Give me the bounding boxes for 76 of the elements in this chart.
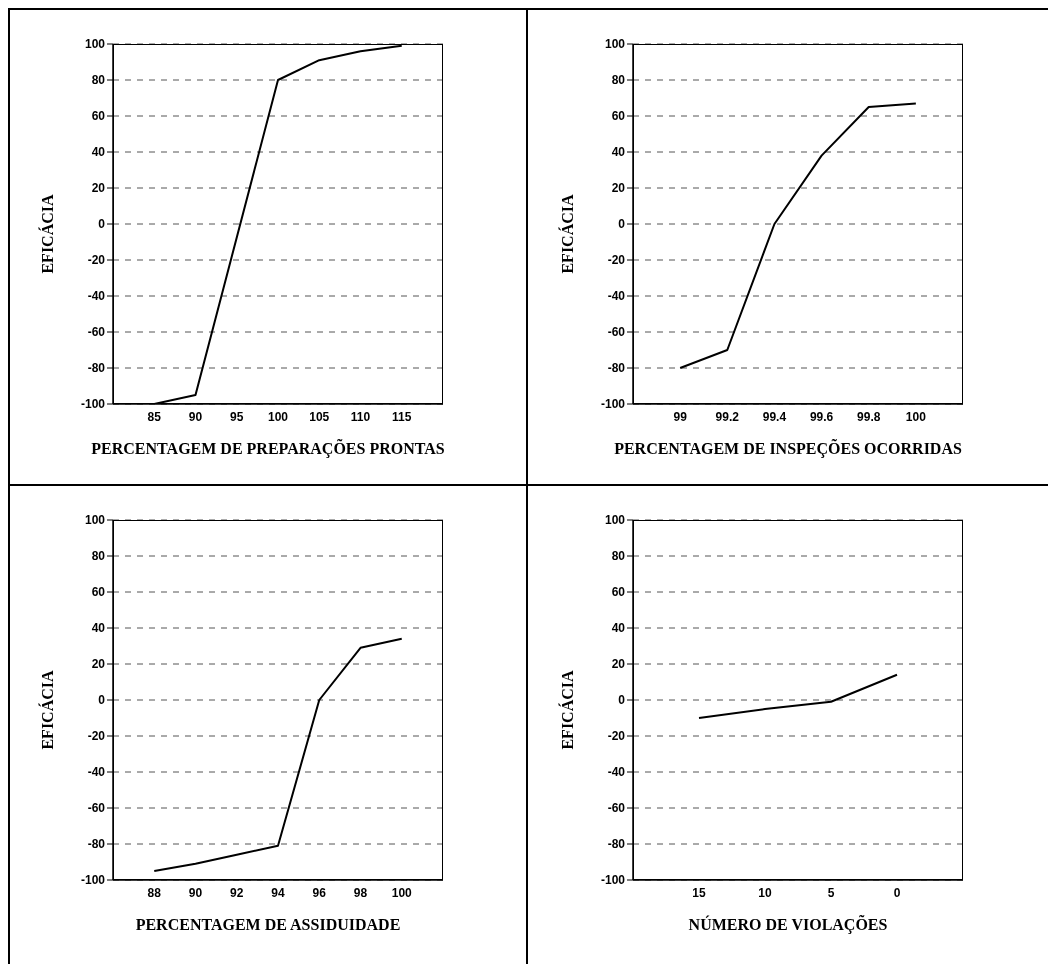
y-tick-label: 0 — [98, 217, 106, 232]
y-tick-label: -60 — [87, 801, 106, 816]
x-tick-label: 100 — [905, 409, 927, 424]
y-tick-label: 40 — [611, 621, 626, 636]
y-tick-label: -40 — [87, 765, 106, 780]
y-tick-label: -60 — [87, 325, 106, 340]
y-tick-label: 20 — [91, 657, 106, 672]
x-tick-label: 115 — [392, 409, 412, 424]
x-tick-label: 88 — [147, 885, 162, 900]
y-tick-label: 40 — [91, 145, 106, 160]
x-axis-title: PERCENTAGEM DE PREPARAÇÕES PRONTAS — [91, 440, 445, 458]
y-axis-title: EFICÁCIA — [39, 194, 57, 274]
y-tick-label: -80 — [87, 361, 106, 376]
y-tick-label: -100 — [600, 397, 626, 412]
x-tick-label: 99.8 — [857, 409, 881, 424]
x-tick-label: 95 — [230, 409, 244, 424]
y-tick-label: 0 — [98, 693, 106, 708]
x-tick-label: 99.6 — [809, 409, 834, 424]
y-tick-label: 80 — [91, 73, 106, 88]
y-tick-label: 0 — [618, 217, 626, 232]
y-tick-label: -100 — [80, 873, 106, 888]
x-axis-title: PERCENTAGEM DE INSPEÇÕES OCORRIDAS — [614, 440, 962, 458]
y-tick-label: 100 — [84, 37, 106, 52]
y-tick-label: -60 — [607, 325, 626, 340]
y-tick-label: 100 — [604, 513, 626, 528]
x-tick-label: 96 — [312, 885, 327, 900]
x-tick-label: 98 — [353, 885, 368, 900]
y-tick-label: 20 — [611, 657, 626, 672]
x-tick-label: 100 — [391, 885, 413, 900]
y-tick-label: -60 — [607, 801, 626, 816]
y-tick-label: -100 — [600, 873, 626, 888]
y-axis-title: EFICÁCIA — [39, 670, 57, 750]
y-tick-label: 60 — [611, 585, 626, 600]
y-tick-label: 80 — [91, 549, 106, 564]
y-tick-label: -20 — [87, 729, 106, 744]
x-tick-label: 90 — [188, 885, 203, 900]
y-tick-label: -80 — [607, 837, 626, 852]
y-tick-label: 60 — [91, 585, 106, 600]
y-tick-label: -100 — [80, 397, 106, 412]
y-tick-label: 100 — [604, 37, 626, 52]
y-tick-label: 40 — [611, 145, 626, 160]
x-tick-label: 99 — [673, 409, 688, 424]
y-tick-label: -80 — [87, 837, 106, 852]
y-tick-label: 20 — [611, 181, 626, 196]
x-tick-label: 110 — [350, 409, 371, 424]
x-tick-label: 99.4 — [762, 409, 787, 424]
x-tick-label: 0 — [893, 885, 901, 900]
x-tick-label: 10 — [758, 885, 772, 900]
x-tick-label: 94 — [271, 885, 285, 900]
x-tick-label: 100 — [267, 409, 289, 424]
y-tick-label: 80 — [611, 549, 626, 564]
y-tick-label: -20 — [87, 253, 106, 268]
y-tick-label: 100 — [84, 513, 106, 528]
y-axis-title: EFICÁCIA — [559, 670, 577, 750]
y-tick-label: -40 — [607, 765, 626, 780]
y-tick-label: 60 — [611, 109, 626, 124]
y-tick-label: -40 — [87, 289, 106, 304]
y-tick-label: -20 — [607, 253, 626, 268]
y-tick-label: 20 — [91, 181, 106, 196]
y-axis-title: EFICÁCIA — [559, 194, 577, 274]
x-tick-label: 99.2 — [715, 409, 740, 424]
y-tick-label: -80 — [607, 361, 626, 376]
x-axis-title: NÚMERO DE VIOLAÇÕES — [688, 916, 888, 934]
x-tick-label: 92 — [230, 885, 244, 900]
y-tick-label: 80 — [611, 73, 626, 88]
y-tick-label: 60 — [91, 109, 106, 124]
y-tick-label: -20 — [607, 729, 626, 744]
x-tick-label: 85 — [147, 409, 162, 424]
x-tick-label: 5 — [827, 885, 835, 900]
y-tick-label: 0 — [618, 693, 626, 708]
x-tick-label: 90 — [188, 409, 203, 424]
x-tick-label: 105 — [309, 409, 330, 424]
y-tick-label: -40 — [607, 289, 626, 304]
y-tick-label: 40 — [91, 621, 106, 636]
x-tick-label: 15 — [692, 885, 706, 900]
x-axis-title: PERCENTAGEM DE ASSIDUIDADE — [135, 916, 401, 934]
